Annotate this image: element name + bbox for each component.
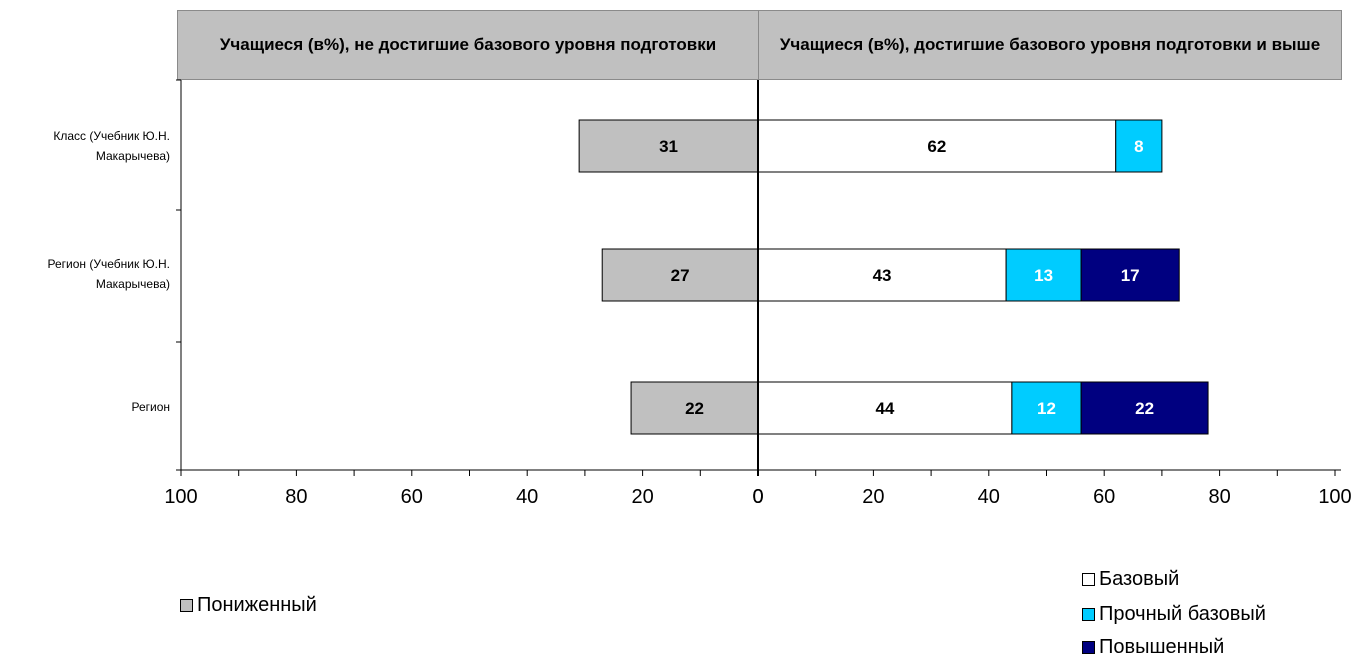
legend-swatch	[1082, 608, 1095, 621]
x-tick-label: 60	[401, 486, 423, 508]
legend-label: Прочный базовый	[1099, 603, 1266, 625]
data-label: 43	[873, 266, 892, 285]
data-label: 8	[1134, 137, 1143, 156]
data-label: 13	[1034, 266, 1053, 285]
legend-label: Повышенный	[1099, 636, 1225, 658]
bar-segment	[1080, 248, 1180, 302]
header-below-basic-text: Учащиеся (в%), не достигшие базового уро…	[219, 35, 717, 54]
x-tick-label: 40	[516, 486, 538, 508]
data-label: 44	[875, 399, 894, 418]
data-label: 31	[659, 137, 678, 156]
category-label: Регион (Учебник Ю.Н. Макарычева)	[47, 257, 170, 291]
legend-swatch	[180, 599, 193, 612]
legend-item-basic: Базовый	[1082, 568, 1179, 591]
x-tick-label: 100	[1318, 486, 1351, 508]
bar-segment	[757, 381, 1013, 435]
category-label: Класс (Учебник Ю.Н. Макарычева)	[53, 129, 170, 163]
legend-item-advanced: Повышенный	[1082, 636, 1224, 659]
bar-segment	[601, 248, 759, 302]
x-tick-label: 0	[752, 486, 763, 508]
data-label: 17	[1121, 266, 1140, 285]
legend-item-reduced: Пониженный	[180, 594, 317, 617]
data-label: 22	[1135, 399, 1154, 418]
x-tick-label: 20	[862, 486, 884, 508]
header-basic-and-above: Учащиеся (в%), достигшие базового уровня…	[758, 10, 1342, 80]
bar-segment	[1080, 381, 1209, 435]
data-label: 62	[927, 137, 946, 156]
header-basic-and-above-text: Учащиеся (в%), достигшие базового уровня…	[779, 35, 1321, 54]
data-label: 12	[1037, 399, 1056, 418]
x-tick-label: 80	[1208, 486, 1230, 508]
x-tick-label: 80	[285, 486, 307, 508]
data-label: 22	[685, 399, 704, 418]
x-tick-label: 60	[1093, 486, 1115, 508]
category-label: Регион	[131, 400, 170, 414]
x-tick-label: 40	[978, 486, 1000, 508]
legend-label: Пониженный	[197, 594, 317, 616]
legend-label: Базовый	[1099, 568, 1180, 590]
bar-segment	[1115, 119, 1163, 173]
bar-segment	[757, 248, 1007, 302]
bar-segment	[1011, 381, 1082, 435]
header-below-basic: Учащиеся (в%), не достигшие базового уро…	[177, 10, 758, 80]
x-tick-label: 20	[631, 486, 653, 508]
x-tick-label: 100	[164, 486, 197, 508]
legend-swatch	[1082, 573, 1095, 586]
x-tick-label: 0	[752, 486, 763, 508]
data-label: 27	[671, 266, 690, 285]
bar-segment	[1005, 248, 1082, 302]
legend-item-solid-basic: Прочный базовый	[1082, 603, 1266, 626]
